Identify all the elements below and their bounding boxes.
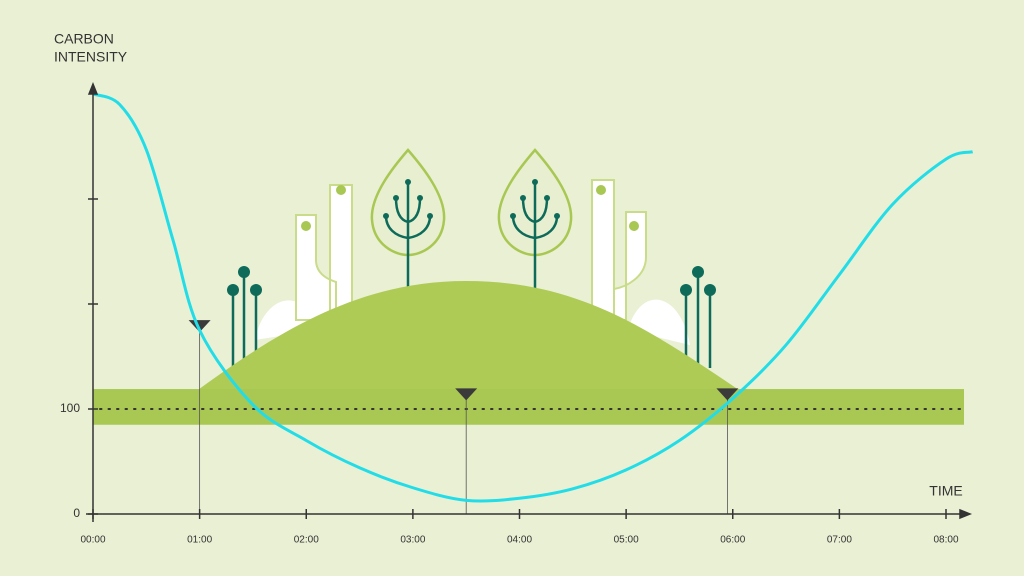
bud xyxy=(629,221,639,231)
x-tick-label: 05:00 xyxy=(614,535,639,546)
hill xyxy=(195,281,742,392)
illustration xyxy=(195,148,742,392)
y-axis-label: INTENSITY xyxy=(54,49,128,65)
x-axis-label: TIME xyxy=(929,483,962,499)
bud xyxy=(336,185,346,195)
marker xyxy=(188,320,211,333)
y-axis-label: CARBON xyxy=(54,31,114,47)
x-tick-label: 04:00 xyxy=(507,535,532,546)
line-series xyxy=(92,92,974,503)
marker xyxy=(455,388,478,401)
x-tick-label: 07:00 xyxy=(827,535,852,546)
tree-branches xyxy=(231,182,712,368)
target-band xyxy=(93,389,964,425)
plot xyxy=(92,92,974,514)
x-tick-label: 00:00 xyxy=(80,535,105,546)
y-tick-label: 0 xyxy=(73,506,80,520)
axes xyxy=(86,81,973,522)
x-tick-label: 02:00 xyxy=(294,535,319,546)
x-tick-label: 03:00 xyxy=(400,535,425,546)
y-tick-label: 100 xyxy=(60,401,80,415)
y-axis-arrow xyxy=(87,81,99,95)
bud xyxy=(596,185,606,195)
x-tick-label: 01:00 xyxy=(187,535,212,546)
x-tick-label: 06:00 xyxy=(720,535,745,546)
marker xyxy=(716,388,739,401)
bud xyxy=(301,221,311,231)
tree-buds xyxy=(227,179,716,296)
x-axis-arrow xyxy=(959,508,973,520)
x-tick-label: 08:00 xyxy=(933,535,958,546)
